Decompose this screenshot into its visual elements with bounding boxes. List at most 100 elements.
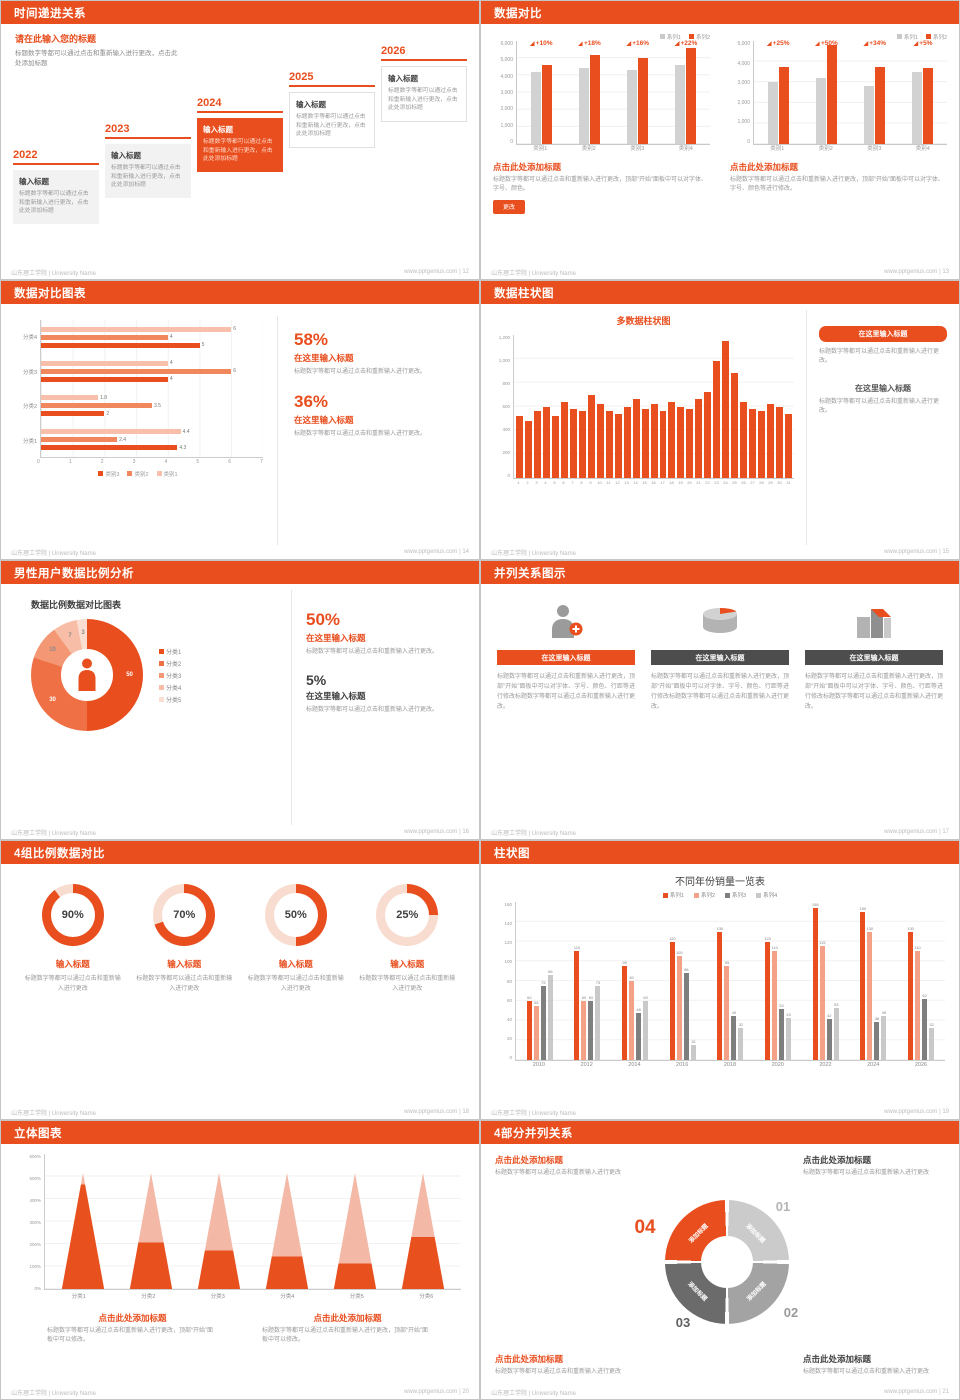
title-button[interactable]: 在这里输入标题 — [805, 650, 943, 665]
legend-item: 系列4 — [756, 891, 777, 899]
value-label: 158 — [811, 902, 819, 907]
slide-parallel-relation[interactable]: 并列关系图示 在这里输入标题 标题数字等都可以通过点击和重新输入进行更改，顶部“… — [481, 561, 959, 839]
y-tick: 500% — [29, 1176, 41, 1181]
legend-item: 类别1 — [156, 470, 178, 478]
legend-swatch — [725, 892, 730, 898]
bar — [41, 429, 181, 435]
y-tick: 800 — [502, 381, 510, 386]
cone-chart: 600% 500% 400% 300% 200% 100% 0% 分类1 分类2 分类3 分类4 分类… — [19, 1154, 461, 1300]
series2-bar — [686, 47, 697, 144]
title-button[interactable]: 在这里输入标题 — [651, 650, 789, 665]
legend-swatch — [659, 34, 665, 39]
side-text: 标题数字等都可以通过点击和重新输入进行更改。 — [819, 398, 940, 414]
bar — [819, 946, 825, 1060]
footer-page: www.pptgenius.com | 15 — [884, 549, 949, 555]
slide-title: 数据对比 — [494, 7, 542, 20]
title-button[interactable]: 在这里输入标题 — [497, 650, 635, 665]
timeline-item[interactable]: 2023 输入标题 标题数字等都可以通过点击和重新输入进行更改，点击此处添加标题 — [105, 123, 191, 199]
footer-page: www.pptgenius.com | 19 — [884, 1109, 949, 1115]
ring-heading: 输入标题 — [167, 959, 202, 969]
bar-wrap: 48 — [636, 902, 642, 1060]
timeline-item[interactable]: 2024 输入标题 标题数字等都可以通过点击和重新输入进行更改，点击此处添加标题 — [197, 97, 283, 173]
stat-heading: 在这里输入标题 — [306, 691, 366, 702]
x-tick: 2014 — [628, 1062, 641, 1068]
category-label: 类别3 — [630, 146, 645, 152]
category-label: 分类4 — [22, 335, 37, 342]
value-label: 86 — [548, 969, 553, 975]
timeline-item[interactable]: 2022 输入标题 标题数字等都可以通过点击和重新输入进行更改，点击此处添加标题 — [13, 149, 99, 225]
legend-item: 类别3 — [98, 470, 119, 478]
caption-block: 点击此处添加标题 标题数字等都可以通过点击和重新输入进行更改，顶部“开始”面板中… — [262, 1312, 433, 1346]
slide-3d-cones[interactable]: 立体图表 600% 500% 400% 300% 200% 100% 0% 分类1 分类2 分类3… — [1, 1121, 479, 1399]
series2-bar — [923, 68, 934, 144]
x-tick: 3 — [535, 480, 538, 485]
legend-label: 分类2 — [166, 661, 182, 668]
value-label: 75 — [541, 979, 546, 985]
bar — [622, 966, 628, 1060]
slide-title: 4部分并列关系 — [494, 1127, 573, 1140]
bar-wrap: 88 — [683, 902, 689, 1060]
legend-label: 系列2 — [695, 34, 710, 41]
slide-data-compare[interactable]: 数据对比 系列1 系列2 6,000 5,000 4,000 3,000 2,000 1,00… — [481, 1, 959, 279]
slide-ratio-rings[interactable]: 4组比例数据对比 90% 输入标题 标题数字等都可以通过点击和重新输入进行更改 70%… — [1, 841, 479, 1119]
change-button[interactable]: 更改 — [493, 199, 526, 214]
x-tick: 15 — [642, 480, 647, 485]
plot-main: +10% +18% +16% +22% 类别1 类别2 类别3 类别4 — [516, 40, 710, 154]
bar-wrap: 42 — [826, 902, 832, 1060]
y-tick: 4,000 — [500, 73, 513, 80]
title-pill-button[interactable]: 在这里输入标题 — [819, 326, 947, 342]
timeline-item[interactable]: 2025 输入标题 标题数字等都可以通过点击和重新输入进行更改，点击此处添加标题 — [289, 71, 375, 149]
slide-hbar-chart[interactable]: 数据对比图表 分类4 分类3 分类2 分类1 6 4 5 4 6 4 1.8 3.5 2 4.4 2.4 4.… — [1, 281, 479, 559]
bar — [614, 413, 622, 478]
bar-line: 4.4 — [41, 429, 263, 435]
category-label: 分类2 — [22, 404, 37, 411]
slide-donut-analysis[interactable]: 男性用户数据比例分析 数据比例数据对比图表 50 30 10 7 3 分类1 分类2 分类3… — [1, 561, 479, 839]
bar-line: 4 — [41, 376, 263, 382]
bar-wrap: 60 — [581, 902, 587, 1060]
caption-text: 标题数字等都可以通过点击和重新输入进行更改，顶部“开始”面板中可以对字体、字号、… — [730, 177, 944, 193]
slice-label: 3 — [81, 629, 85, 636]
bar — [860, 911, 866, 1060]
bar — [668, 401, 676, 478]
bar — [740, 401, 748, 478]
bar — [516, 416, 523, 478]
value-label: 3.5 — [154, 402, 161, 409]
slide-timeline[interactable]: 时间递进关系 请在此输入您的标题 标题数字等都可以通过点击和重新输入进行更改，点… — [1, 1, 479, 279]
bar-wrap: 130 — [907, 902, 914, 1060]
bar — [596, 404, 604, 478]
legend-swatch — [159, 684, 164, 690]
bar — [767, 404, 775, 478]
bar-wrap: 60 — [526, 902, 532, 1060]
ring-value: 70% — [173, 909, 196, 921]
series1-bar — [912, 71, 923, 144]
legend-label: 系列1 — [666, 34, 681, 41]
parallel-column: 在这里输入标题 标题数字等都可以通过点击和重新输入进行更改，顶部“开始”面板中可… — [805, 600, 943, 825]
slice-label: 7 — [68, 632, 72, 639]
stats-panel: 50% 在这里输入标题 标题数字等都可以通过点击和重新输入进行更改。 5% 在这… — [291, 590, 469, 825]
y-axis: 1,200 1,000 800 600 400 200 0 — [493, 335, 513, 485]
slide-grouped-columns[interactable]: 柱状图 不同年份销量一览表 系列1 系列2 系列3 系列4 160 140 120 100 8… — [481, 841, 959, 1119]
slide-column-chart[interactable]: 数据柱状图 多数据柱状图 1,200 1,000 800 600 400 200 0 1 2 3 4… — [481, 281, 959, 559]
timeline-item[interactable]: 2026 输入标题 标题数字等都可以通过点击和重新输入进行更改，点击此处添加标题 — [381, 45, 467, 123]
y-tick: 120 — [504, 940, 512, 946]
bar-wrap: 86 — [547, 902, 553, 1060]
arrow-icon — [529, 41, 535, 46]
segment-label: 添加标题 — [745, 1280, 768, 1303]
bar-line: 6 — [41, 326, 263, 332]
stat-text: 标题数字等都可以通过点击和重新输入进行更改。 — [294, 431, 427, 438]
chart-legend: 类别3 类别2 类别1 — [13, 469, 263, 478]
value-label: 32 — [929, 1022, 934, 1028]
series1-bar — [767, 82, 778, 144]
donut-hole — [61, 649, 113, 701]
caption-block: 点击此处添加标题 标题数字等都可以通过点击和重新输入进行更改 — [495, 1353, 647, 1377]
category-label: 分类4 — [280, 1294, 295, 1300]
plot: 6,000 5,000 4,000 3,000 2,000 1,000 0 +10% +18% +… — [493, 40, 710, 154]
slide-four-part-cycle[interactable]: 4部分并列关系 点击此处添加标题 标题数字等都可以通过点击和重新输入进行更改 点… — [481, 1121, 959, 1399]
hbar-plot: 分类4 分类3 分类2 分类1 6 4 5 4 6 4 1.8 3.5 2 4.4 2.4 4.3 — [13, 320, 263, 458]
column-text: 标题数字等都可以通过点击和重新输入进行更改，顶部“开始”面板中可以对字体、字号、… — [805, 674, 944, 710]
series2-bar — [541, 64, 552, 144]
legend-label: 类别1 — [163, 471, 178, 478]
slice-label: 50 — [126, 672, 133, 678]
cycle-diagram: 添加标题 添加标题 添加标题 添加标题 01 02 03 04 — [634, 1196, 801, 1332]
bar-wrap: 158 — [811, 902, 819, 1060]
